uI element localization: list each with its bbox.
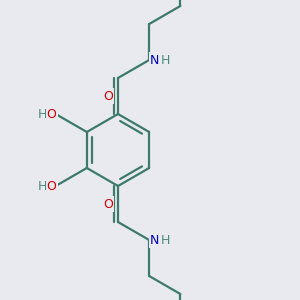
Text: O: O xyxy=(47,107,57,121)
Text: O: O xyxy=(103,89,113,103)
Text: H: H xyxy=(161,233,171,247)
Text: O: O xyxy=(103,197,113,211)
Text: O: O xyxy=(47,179,57,193)
Text: H: H xyxy=(38,179,47,193)
Text: H: H xyxy=(38,107,47,121)
Text: N: N xyxy=(150,233,160,247)
Text: N: N xyxy=(150,53,160,67)
Text: H: H xyxy=(161,53,171,67)
